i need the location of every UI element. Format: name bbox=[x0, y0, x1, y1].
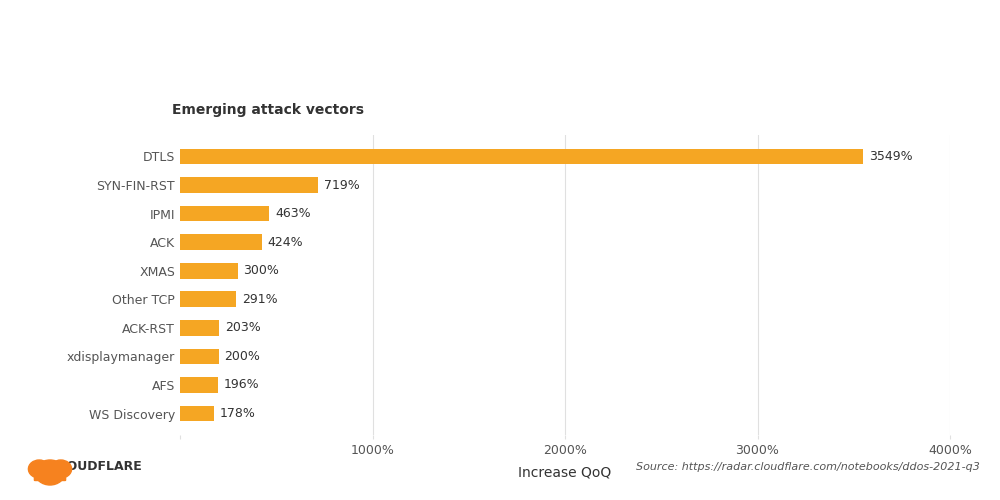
Bar bbox=[180, 234, 262, 250]
Bar bbox=[180, 263, 238, 278]
Bar bbox=[180, 348, 218, 364]
Circle shape bbox=[35, 460, 65, 485]
Bar bbox=[180, 320, 219, 336]
Circle shape bbox=[28, 460, 50, 478]
Text: 291%: 291% bbox=[242, 293, 277, 306]
Bar bbox=[180, 406, 214, 421]
Circle shape bbox=[50, 460, 72, 478]
Text: 178%: 178% bbox=[220, 407, 256, 420]
Bar bbox=[180, 377, 218, 393]
Text: 424%: 424% bbox=[267, 236, 303, 248]
Text: Source: https://radar.cloudflare.com/notebooks/ddos-2021-q3: Source: https://radar.cloudflare.com/not… bbox=[636, 462, 980, 472]
Text: 300%: 300% bbox=[244, 264, 279, 277]
Bar bbox=[180, 206, 269, 222]
Bar bbox=[180, 292, 236, 307]
FancyBboxPatch shape bbox=[34, 470, 66, 480]
Bar bbox=[180, 148, 863, 164]
Text: CLOUDFLARE: CLOUDFLARE bbox=[50, 460, 142, 473]
Text: 203%: 203% bbox=[225, 322, 261, 334]
Bar bbox=[180, 177, 318, 193]
Text: 463%: 463% bbox=[275, 207, 311, 220]
Text: 200%: 200% bbox=[224, 350, 260, 363]
Text: 196%: 196% bbox=[224, 378, 259, 392]
Text: 3549%: 3549% bbox=[869, 150, 913, 163]
X-axis label: Increase QoQ: Increase QoQ bbox=[518, 466, 612, 479]
Text: Emerging attack vectors: Emerging attack vectors bbox=[172, 103, 364, 117]
Text: Network-layer DDoS attacks: Top emerging threat vectors: Network-layer DDoS attacks: Top emerging… bbox=[30, 43, 803, 67]
Text: 719%: 719% bbox=[324, 178, 360, 192]
